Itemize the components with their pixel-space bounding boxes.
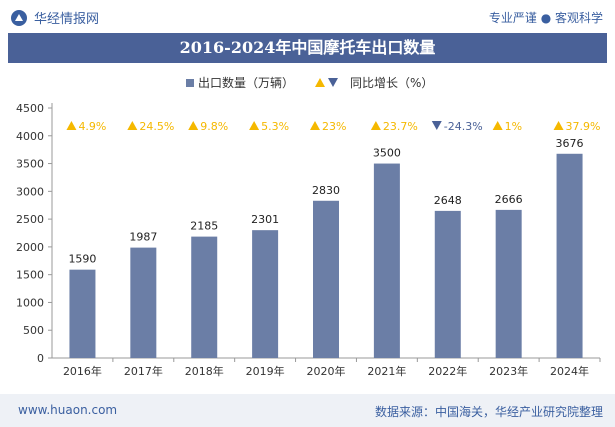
x-tick-label: 2018年 bbox=[185, 364, 224, 378]
bar bbox=[130, 247, 157, 358]
chart-title: 2016-2024年中国摩托车出口数量 bbox=[8, 33, 607, 63]
footer: www.huaon.com 数据来源：中国海关，华经产业研究院整理 bbox=[0, 394, 615, 427]
growth-label: 5.3% bbox=[261, 120, 289, 133]
x-tick-label: 2023年 bbox=[489, 364, 528, 378]
y-tick-label: 500 bbox=[23, 324, 44, 337]
legend-up-triangle-icon bbox=[315, 78, 325, 87]
x-tick-label: 2020年 bbox=[307, 364, 346, 378]
brand-name: 华经情报网 bbox=[34, 12, 100, 27]
y-tick-label: 0 bbox=[37, 352, 44, 365]
growth-label: 23.7% bbox=[383, 120, 418, 133]
bar bbox=[495, 209, 522, 358]
bar bbox=[434, 210, 461, 358]
bar-value-label: 2301 bbox=[251, 213, 279, 226]
y-tick-label: 3000 bbox=[16, 185, 44, 198]
bar-value-label: 1987 bbox=[129, 231, 157, 244]
x-tick-label: 2017年 bbox=[124, 364, 163, 378]
growth-up-triangle-icon bbox=[249, 121, 260, 130]
legend-bar-label: 出口数量（万辆） bbox=[198, 75, 294, 90]
bar bbox=[556, 153, 583, 358]
bar bbox=[373, 163, 400, 358]
brand-logo-icon bbox=[11, 9, 27, 26]
x-tick-label: 2024年 bbox=[550, 364, 589, 378]
bar bbox=[313, 200, 339, 358]
growth-up-triangle-icon bbox=[492, 121, 503, 130]
bar-chart: 出口数量（万辆） 同比增长（%） 0 500 1000 1500 2000 2500 3000 3… bbox=[16, 75, 601, 378]
growth-down-triangle-icon bbox=[431, 121, 442, 130]
y-tick-label: 1500 bbox=[16, 269, 44, 282]
growth-label: 23% bbox=[322, 120, 346, 133]
bar-value-label: 3500 bbox=[373, 147, 401, 160]
growth-label: 9.8% bbox=[200, 120, 228, 133]
y-tick-label: 2000 bbox=[16, 241, 44, 254]
y-tick-label: 1000 bbox=[16, 296, 44, 309]
bar-value-label: 3676 bbox=[556, 137, 584, 150]
x-tick-label: 2016年 bbox=[63, 364, 102, 378]
growth-label: 1% bbox=[505, 120, 522, 133]
x-tick-label: 2021年 bbox=[367, 364, 406, 378]
growth-up-triangle-icon bbox=[188, 121, 199, 130]
bar-value-label: 1590 bbox=[68, 253, 96, 266]
legend-down-triangle-icon bbox=[328, 78, 338, 87]
top-bar: 华经情报网 专业严谨 ● 客观科学 bbox=[0, 0, 615, 34]
y-tick-label: 3500 bbox=[16, 158, 44, 171]
bar bbox=[252, 230, 279, 358]
bar bbox=[191, 236, 218, 358]
bar-value-label: 2830 bbox=[312, 184, 340, 197]
legend-bar-swatch bbox=[186, 79, 194, 87]
growth-label: 4.9% bbox=[78, 120, 106, 133]
growth-up-triangle-icon bbox=[66, 121, 77, 130]
brand-logo[interactable]: 华经情报网 bbox=[10, 8, 99, 27]
bar bbox=[69, 269, 96, 358]
y-tick-label: 4500 bbox=[16, 102, 44, 115]
growth-label: 24.5% bbox=[139, 120, 174, 133]
growth-label: 37.9% bbox=[566, 120, 601, 133]
footer-url[interactable]: www.huaon.com bbox=[18, 403, 118, 417]
y-tick-label: 2500 bbox=[16, 213, 44, 226]
legend-growth-label: 同比增长（%） bbox=[350, 76, 433, 90]
bar-value-label: 2648 bbox=[434, 194, 462, 207]
growth-up-triangle-icon bbox=[310, 121, 320, 130]
bar-value-label: 2185 bbox=[190, 220, 218, 233]
growth-up-triangle-icon bbox=[553, 121, 564, 130]
tagline: 专业严谨 ● 客观科学 bbox=[488, 11, 603, 25]
data-source: 数据来源：中国海关，华经产业研究院整理 bbox=[374, 405, 603, 419]
x-tick-label: 2022年 bbox=[428, 364, 467, 378]
growth-up-triangle-icon bbox=[127, 121, 138, 130]
growth-label: -24.3% bbox=[444, 120, 483, 133]
legend: 出口数量（万辆） 同比增长（%） bbox=[186, 75, 433, 90]
bar-value-label: 2666 bbox=[495, 193, 523, 206]
y-tick-label: 4000 bbox=[16, 130, 44, 143]
growth-up-triangle-icon bbox=[370, 121, 381, 130]
x-tick-label: 2019年 bbox=[246, 364, 285, 378]
